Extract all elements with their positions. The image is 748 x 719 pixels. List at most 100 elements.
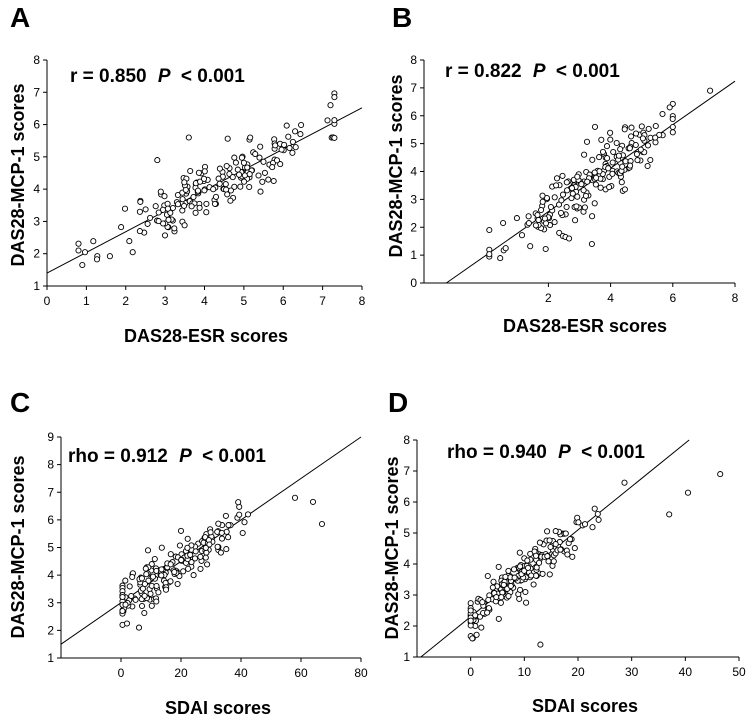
x-tick-label: 6 — [669, 291, 676, 305]
data-point — [581, 204, 588, 211]
data-point — [486, 251, 493, 258]
data-point — [239, 529, 246, 537]
data-point — [539, 198, 546, 205]
data-point — [617, 146, 624, 153]
data-point — [215, 520, 222, 527]
data-point — [174, 201, 182, 208]
data-point — [237, 183, 244, 190]
data-point — [164, 205, 171, 212]
data-point — [610, 148, 617, 156]
data-point — [502, 245, 509, 252]
data-point — [669, 129, 676, 136]
stat-annotation-a: r = 0.850 P < 0.001 — [70, 66, 245, 87]
data-point — [215, 175, 222, 182]
stat-coefficient-d: rho = 0.940 — [447, 442, 547, 463]
x-tick-label: 10 — [518, 665, 532, 679]
data-point — [574, 173, 581, 180]
x-tick-label: 0 — [44, 294, 51, 308]
data-point — [638, 123, 645, 130]
data-point — [188, 203, 195, 210]
data-point — [572, 217, 579, 224]
panel-letter-c: C — [10, 387, 30, 418]
data-point — [210, 186, 217, 193]
data-point — [277, 161, 284, 168]
data-point — [240, 159, 247, 166]
y-tick-label: 3 — [410, 192, 417, 206]
y-tick-label: 6 — [403, 495, 410, 509]
data-point — [467, 617, 474, 624]
x-axis-title-a: DAS28-ESR scores — [124, 326, 288, 346]
data-point — [181, 222, 188, 229]
data-point — [331, 134, 338, 141]
data-point — [201, 168, 208, 175]
y-tick-label: 8 — [410, 53, 417, 67]
data-point — [525, 220, 532, 227]
data-point — [580, 187, 587, 194]
data-point — [582, 192, 589, 199]
x-tick-label: 2 — [122, 294, 129, 308]
data-point — [552, 541, 559, 548]
data-point — [187, 551, 194, 558]
stat-p-label-c: P — [179, 446, 192, 467]
data-point — [129, 249, 136, 256]
y-tick-label: 1 — [403, 650, 410, 664]
data-point — [123, 620, 131, 627]
x-tick-label: 4 — [607, 291, 614, 305]
data-point — [581, 151, 588, 158]
data-point — [152, 203, 159, 210]
data-point — [298, 121, 305, 129]
data-point — [160, 220, 167, 227]
data-point — [632, 130, 640, 137]
data-point — [618, 179, 625, 186]
data-point — [151, 555, 158, 563]
x-tick-label: 60 — [294, 666, 308, 680]
data-point — [191, 555, 199, 562]
data-point — [144, 547, 152, 554]
y-tick-label: 5 — [47, 541, 54, 555]
data-point — [203, 209, 210, 216]
data-point — [534, 211, 541, 219]
data-point — [158, 544, 165, 551]
stat-coefficient-a: r = 0.850 — [70, 66, 147, 87]
data-point — [141, 609, 148, 617]
data-point — [525, 213, 532, 220]
panel-d: D DAS28-MCP-1 scores SDAI scores rho = 0… — [382, 387, 746, 716]
data-point — [562, 530, 569, 537]
data-point — [621, 479, 628, 486]
data-point — [545, 558, 552, 565]
data-point — [604, 155, 611, 162]
data-point — [181, 202, 188, 209]
data-point — [223, 546, 230, 553]
data-point — [639, 135, 646, 142]
data-point — [192, 548, 199, 555]
data-point — [535, 216, 542, 224]
data-point — [153, 598, 160, 605]
x-tick-label: 80 — [354, 666, 368, 680]
data-point — [289, 138, 296, 145]
y-tick-label: 3 — [47, 596, 54, 610]
data-point — [559, 191, 567, 198]
y-tick-label: 6 — [410, 109, 417, 123]
data-point — [261, 169, 268, 176]
data-point — [647, 156, 654, 164]
data-point — [147, 590, 154, 597]
data-point — [607, 129, 614, 136]
data-point — [621, 186, 628, 193]
data-point — [255, 172, 262, 179]
data-point — [518, 232, 526, 239]
data-point — [200, 175, 208, 182]
data-point — [232, 159, 239, 166]
data-point — [257, 188, 264, 195]
data-point — [597, 184, 604, 191]
x-tick-label: 50 — [732, 665, 746, 679]
data-point — [154, 157, 161, 164]
data-point — [533, 564, 540, 571]
data-point — [167, 578, 174, 585]
data-point — [184, 544, 191, 551]
data-point — [158, 572, 165, 579]
data-point — [196, 204, 203, 211]
data-point — [603, 143, 611, 150]
data-point — [505, 567, 512, 574]
data-point — [178, 556, 185, 564]
